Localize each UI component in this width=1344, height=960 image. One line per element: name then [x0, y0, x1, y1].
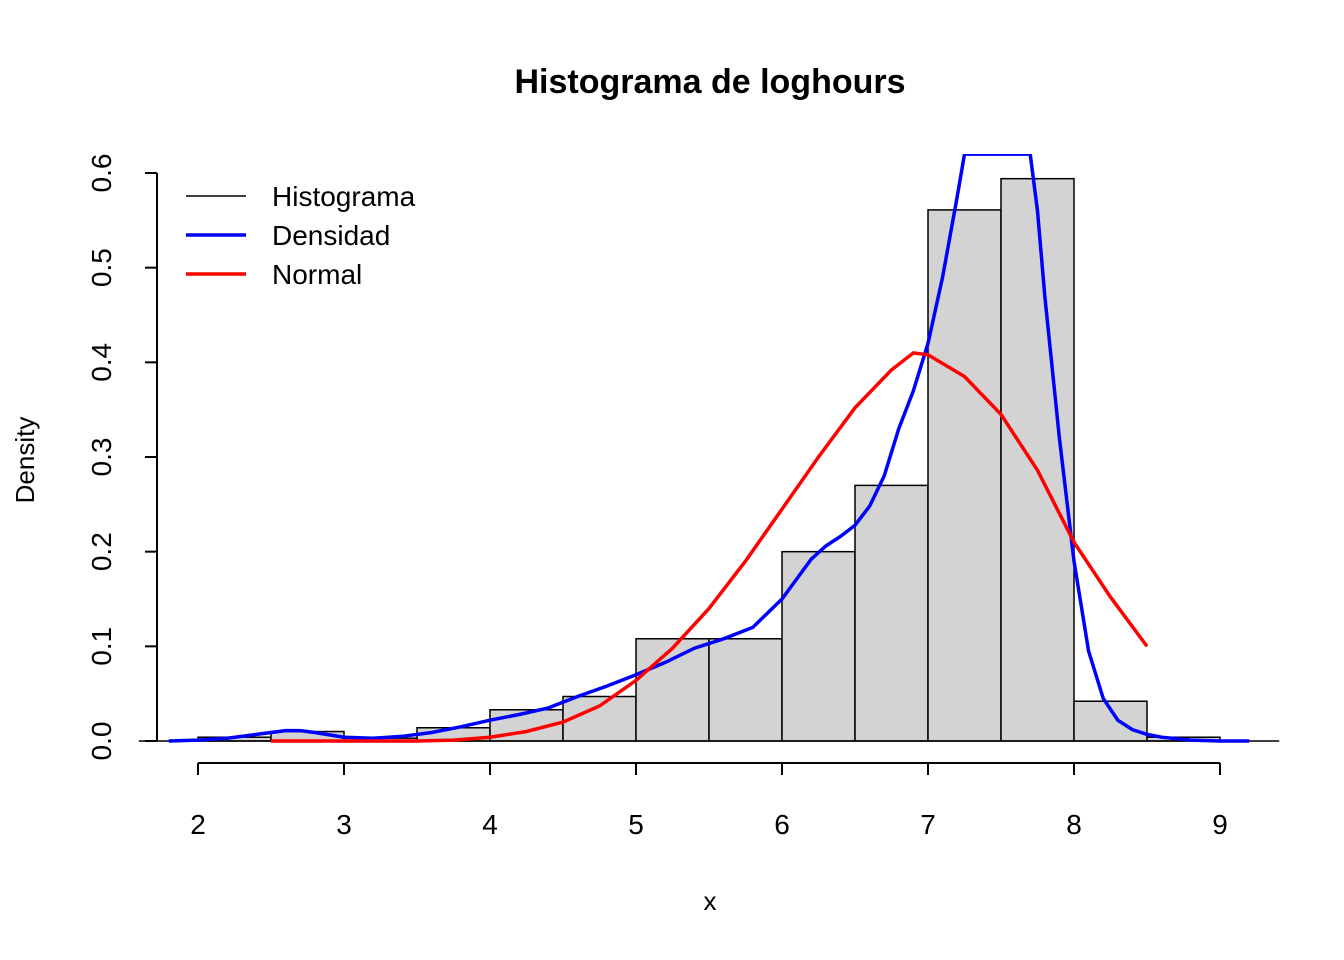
normal-curve	[271, 351, 1149, 743]
histogram-bar-8	[781, 550, 856, 742]
y-tick-label-2: 0.2	[86, 532, 117, 571]
y-tick-label-3: 0.3	[86, 438, 117, 477]
y-axis: 0.0 0.1 0.2 0.3 0.4 0.5 0.6	[86, 154, 158, 761]
legend-label-0: Histograma	[272, 181, 416, 212]
y-tick-label-1: 0.1	[86, 627, 117, 666]
y-tick-label-5: 0.5	[86, 248, 117, 287]
density-curve	[168, 154, 1250, 743]
histogram-bar-10	[927, 209, 1002, 742]
y-tick-label-0: 0.0	[86, 722, 117, 761]
x-axis: 2 3 4 5 6 7 8 9	[190, 762, 1228, 840]
histogram-bar-7	[708, 638, 783, 742]
legend-label-2: Normal	[272, 259, 362, 290]
x-tick-label-0: 2	[190, 809, 206, 840]
histogram-bar-6	[635, 638, 710, 742]
y-axis-label: Density	[10, 417, 40, 504]
x-tick-label-7: 9	[1212, 809, 1228, 840]
histogram-bar-9	[854, 484, 929, 742]
x-tick-label-2: 4	[482, 809, 498, 840]
y-tick-label-4: 0.4	[86, 343, 117, 382]
x-axis-label: x	[704, 886, 717, 916]
legend: Histograma Densidad Normal	[186, 181, 416, 290]
x-tick-label-3: 5	[628, 809, 644, 840]
y-tick-label-6: 0.6	[86, 154, 117, 193]
x-tick-label-1: 3	[336, 809, 352, 840]
x-tick-label-6: 8	[1066, 809, 1082, 840]
legend-label-1: Densidad	[272, 220, 390, 251]
chart-title: Histograma de loghours	[514, 63, 905, 101]
x-tick-label-5: 7	[920, 809, 936, 840]
x-tick-label-4: 6	[774, 809, 790, 840]
